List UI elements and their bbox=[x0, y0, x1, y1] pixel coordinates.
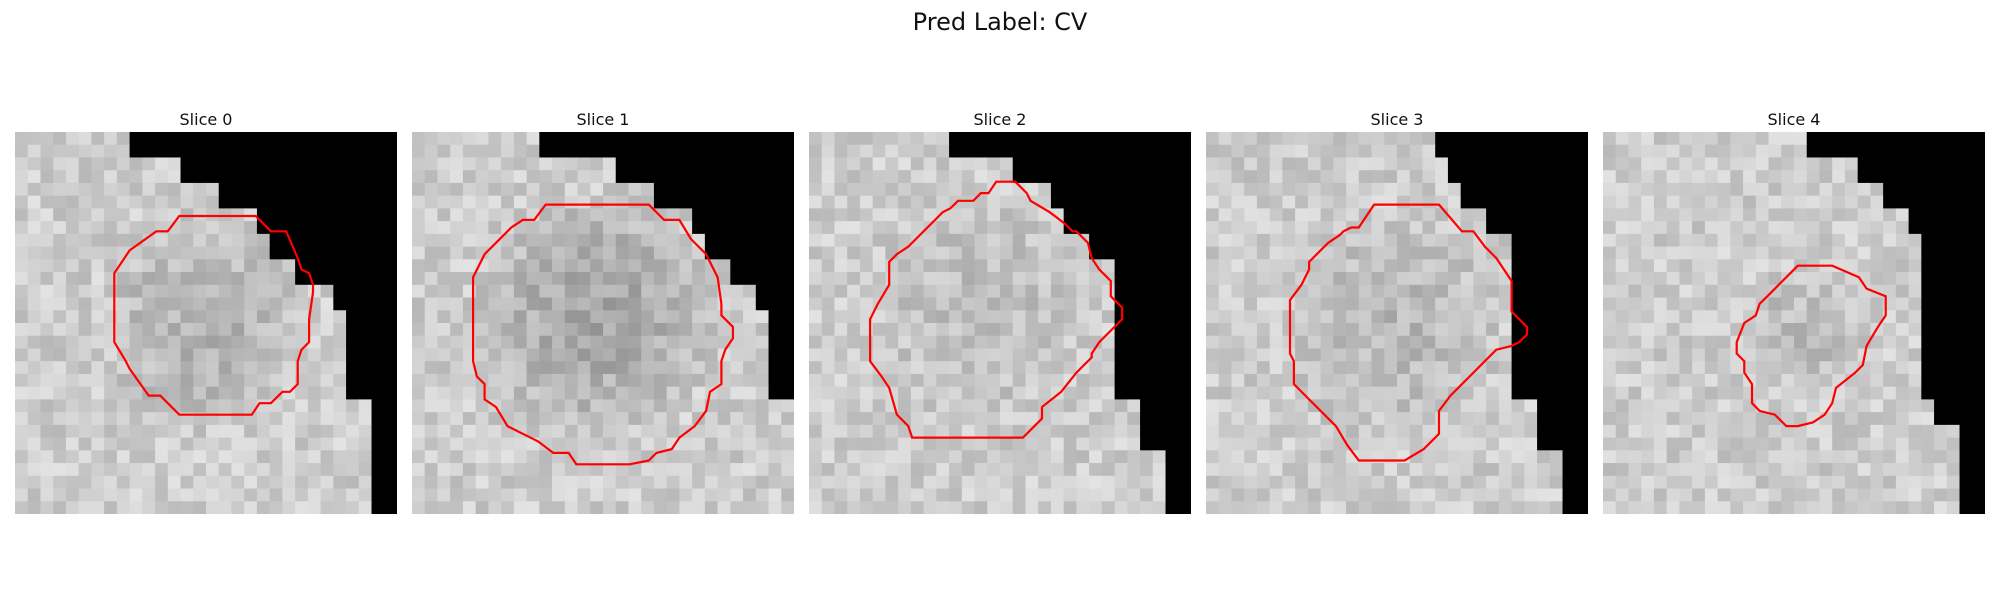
pixel-grid bbox=[1603, 132, 1985, 514]
slice-image bbox=[809, 132, 1191, 514]
segmentation-contour bbox=[868, 180, 1124, 439]
slice-title: Slice 3 bbox=[1370, 110, 1424, 129]
slice-image bbox=[1603, 132, 1985, 514]
segmentation-contour bbox=[113, 214, 315, 416]
segmentation-contour bbox=[1288, 203, 1528, 462]
slice-panel-0: Slice 0 bbox=[15, 108, 397, 514]
slice-title: Slice 2 bbox=[973, 110, 1027, 129]
slice-title: Slice 0 bbox=[179, 110, 233, 129]
slice-title: Slice 4 bbox=[1767, 110, 1821, 129]
segmentation-contour bbox=[1735, 264, 1887, 428]
figure-title: Pred Label: CV bbox=[912, 8, 1088, 36]
slice-image bbox=[1206, 132, 1588, 514]
pixel-grid bbox=[15, 132, 397, 514]
slice-panel-4: Slice 4 bbox=[1603, 108, 1985, 514]
segmentation-contour bbox=[471, 203, 734, 466]
slice-panel-2: Slice 2 bbox=[809, 108, 1191, 514]
pixel-grid bbox=[412, 132, 794, 514]
slice-image bbox=[412, 132, 794, 514]
slice-image bbox=[15, 132, 397, 514]
pixel-grid bbox=[809, 132, 1191, 514]
slice-panel-1: Slice 1 bbox=[412, 108, 794, 514]
slice-panel-3: Slice 3 bbox=[1206, 108, 1588, 514]
pixel-grid bbox=[1206, 132, 1588, 514]
slice-title: Slice 1 bbox=[576, 110, 630, 129]
